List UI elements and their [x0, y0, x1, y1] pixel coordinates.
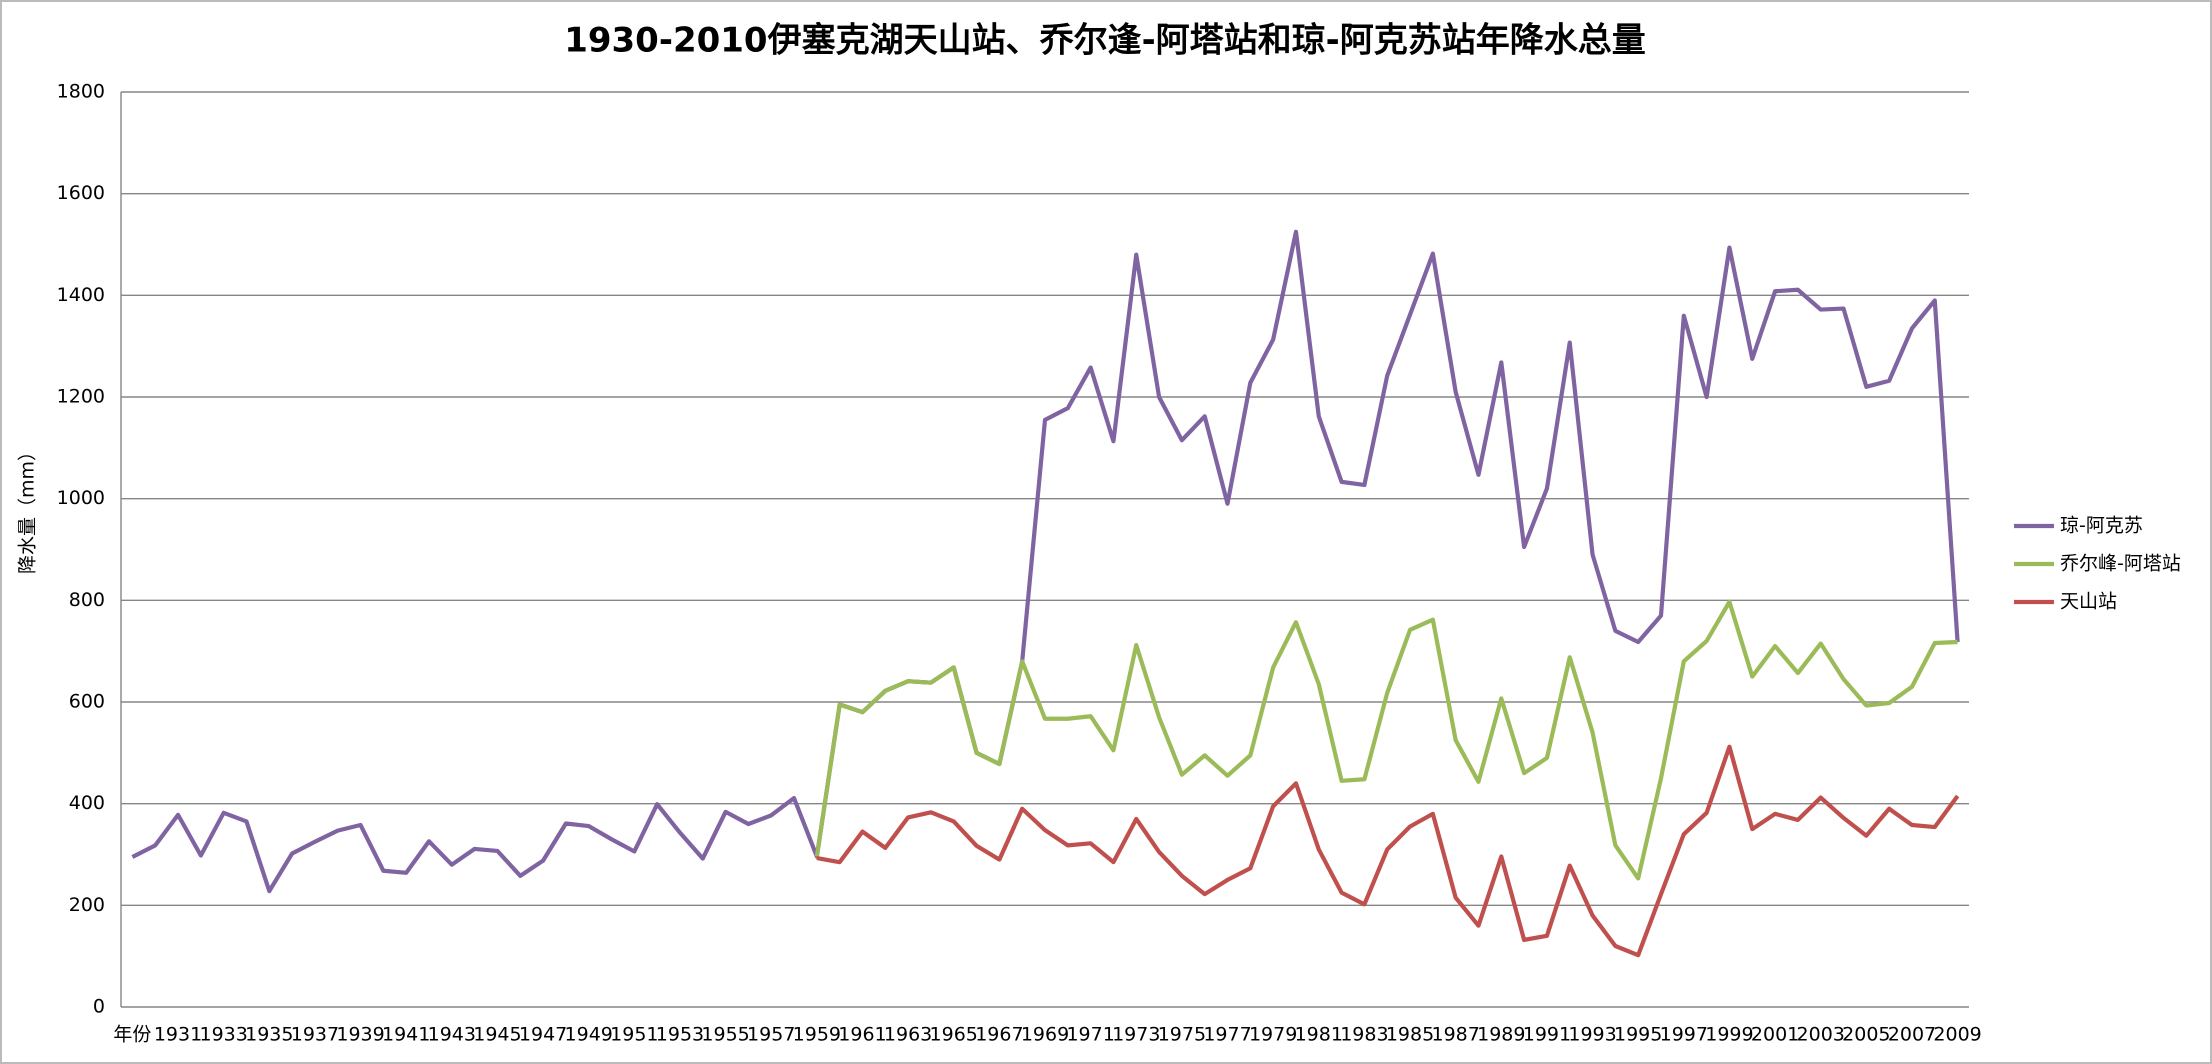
series-line	[814, 599, 1958, 881]
y-tick-label: 1200	[57, 386, 105, 408]
x-tick-label: 1939	[336, 1024, 384, 1046]
x-tick-label: 2003	[1797, 1024, 1845, 1046]
x-tick-label: 1965	[930, 1024, 978, 1046]
x-tick-label: 2007	[1888, 1024, 1936, 1046]
x-tick-label: 1991	[1523, 1024, 1571, 1046]
x-tick-label: 1963	[884, 1024, 932, 1046]
x-tick-label: 1967	[975, 1024, 1023, 1046]
x-tick-label: 1935	[245, 1024, 293, 1046]
x-tick-label: 1953	[656, 1024, 704, 1046]
x-tick-label: 1981	[1295, 1024, 1343, 1046]
x-tick-label: 1943	[428, 1024, 476, 1046]
series-line	[816, 744, 1960, 958]
x-tick-label: 1973	[1112, 1024, 1160, 1046]
chart-title: 1930-2010伊塞克湖天山站、乔尔逢-阿塔站和琼-阿克苏站年降水总量	[564, 21, 1646, 61]
x-tick-label: 年份	[113, 1024, 151, 1046]
x-tick-label: 1955	[701, 1024, 749, 1046]
y-tick-label: 1000	[57, 487, 105, 509]
y-tick-label: 1800	[57, 81, 105, 103]
y-tick-label: 1600	[57, 182, 105, 204]
y-tick-label: 200	[69, 894, 105, 916]
x-tick-label: 1949	[565, 1024, 613, 1046]
x-tick-label: 1969	[1021, 1024, 1069, 1046]
x-tick-label: 1975	[1158, 1024, 1206, 1046]
x-tick-label: 1979	[1249, 1024, 1297, 1046]
y-axis-label: 降水量（mm）	[17, 442, 39, 574]
x-tick-label: 1937	[291, 1024, 339, 1046]
x-tick-label: 1995	[1614, 1024, 1662, 1046]
x-tick-label: 1993	[1568, 1024, 1616, 1046]
x-tick-label: 2005	[1842, 1024, 1890, 1046]
legend-label: 乔尔峰-阿塔站	[2060, 553, 2181, 575]
x-tick-label: 1999	[1705, 1024, 1753, 1046]
x-tick-label: 1985	[1386, 1024, 1434, 1046]
x-tick-label: 1945	[473, 1024, 521, 1046]
x-tick-label: 1959	[793, 1024, 841, 1046]
x-tick-label: 1987	[1431, 1024, 1479, 1046]
y-tick-label: 400	[69, 792, 105, 814]
x-tick-label: 1989	[1477, 1024, 1525, 1046]
y-tick-label: 1400	[57, 284, 105, 306]
x-tick-label: 1997	[1660, 1024, 1708, 1046]
x-tick-label: 1941	[382, 1024, 430, 1046]
y-tick-label: 600	[69, 691, 105, 713]
x-tick-label: 1931	[154, 1024, 202, 1046]
y-tick-label: 800	[69, 589, 105, 611]
x-tick-label: 1951	[610, 1024, 658, 1046]
x-tick-label: 1971	[1066, 1024, 1114, 1046]
x-tick-label: 1947	[519, 1024, 567, 1046]
series-line	[131, 229, 1960, 894]
legend-label: 天山站	[2060, 591, 2117, 613]
x-tick-label: 1983	[1340, 1024, 1388, 1046]
legend-label: 琼-阿克苏	[2060, 515, 2143, 537]
x-tick-label: 2009	[1933, 1024, 1981, 1046]
x-tick-label: 1977	[1203, 1024, 1251, 1046]
y-tick-label: 0	[93, 996, 105, 1018]
x-tick-label: 1961	[838, 1024, 886, 1046]
x-tick-label: 1933	[199, 1024, 247, 1046]
x-tick-label: 2001	[1751, 1024, 1799, 1046]
x-tick-label: 1957	[747, 1024, 795, 1046]
